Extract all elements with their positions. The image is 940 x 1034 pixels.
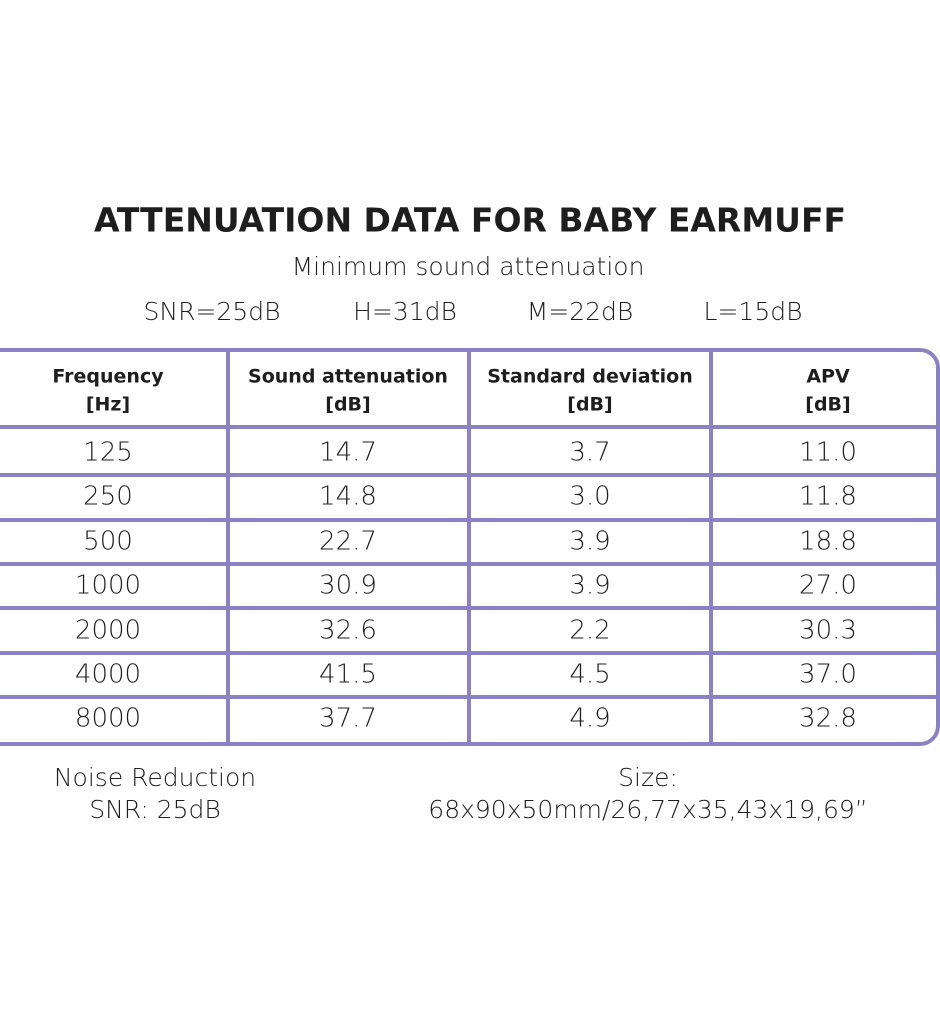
column-header: [dB]: [805, 394, 850, 416]
cell: 27.0: [799, 571, 857, 601]
cell: 250: [83, 482, 133, 512]
spec: M=22dB: [527, 297, 634, 326]
cell: 30.3: [799, 616, 857, 646]
footer-right: 68x90x50mm/26,77x35,43x19,69”: [428, 795, 867, 824]
cell: 32.6: [319, 616, 377, 646]
cell: 11.0: [799, 438, 857, 468]
column-header: [dB]: [567, 394, 612, 416]
column-header: [Hz]: [86, 394, 130, 416]
spec: H=31dB: [353, 297, 457, 326]
footer-left: SNR: 25dB: [89, 795, 221, 824]
cell: 30.9: [319, 571, 377, 601]
cell: 41.5: [319, 660, 377, 690]
cell: 2.2: [569, 616, 610, 646]
cell: 3.9: [569, 571, 610, 601]
footer-right: Size:: [618, 763, 678, 792]
column-header: Standard deviation: [487, 366, 693, 388]
table-frame: [0, 348, 940, 746]
cell: 500: [83, 527, 133, 557]
cell: 125: [83, 438, 133, 468]
cell: 4.9: [569, 704, 610, 734]
cell: 4000: [75, 660, 141, 690]
cell: 22.7: [319, 527, 377, 557]
column-header: [dB]: [325, 394, 370, 416]
cell: 37.0: [799, 660, 857, 690]
cell: 2000: [75, 616, 141, 646]
column-header: APV: [806, 366, 850, 388]
cell: 8000: [75, 704, 141, 734]
cell: 3.9: [569, 527, 610, 557]
spec: L=15dB: [704, 297, 803, 326]
footer-left: Noise Reduction: [54, 763, 256, 792]
spec: SNR=25dB: [144, 297, 281, 326]
cell: 1000: [75, 571, 141, 601]
cell: 18.8: [799, 527, 857, 557]
column-header: Frequency: [52, 366, 164, 388]
cell: 3.0: [569, 482, 610, 512]
cell: 32.8: [799, 704, 857, 734]
cell: 3.7: [569, 438, 610, 468]
cell: 4.5: [569, 660, 610, 690]
column-header: Sound attenuation: [248, 366, 448, 388]
cell: 14.7: [319, 438, 377, 468]
cell: 14.8: [319, 482, 377, 512]
cell: 37.7: [319, 704, 377, 734]
subtitle: Minimum sound attenuation: [292, 252, 645, 281]
cell: 11.8: [799, 482, 857, 512]
title: ATTENUATION DATA FOR BABY EARMUFF: [94, 201, 846, 240]
